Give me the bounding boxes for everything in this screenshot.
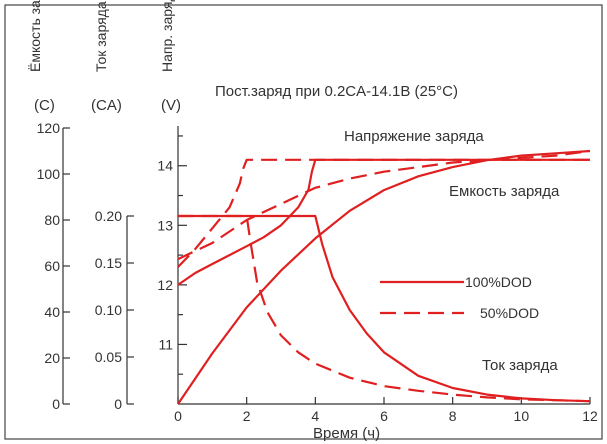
capacity-tick-label-6: 120 xyxy=(37,120,61,136)
curve-voltage-50dod xyxy=(177,158,590,268)
current-tick-label-1: 0.05 xyxy=(95,349,122,365)
capacity-tick-label-4: 80 xyxy=(44,212,60,228)
voltage-tick-label-2: 13 xyxy=(157,217,173,233)
current-tick-label-0: 0 xyxy=(114,396,122,412)
axis-unit-voltage: (V) xyxy=(161,97,181,114)
current-tick-label-3: 0.15 xyxy=(95,255,122,271)
voltage-tick-label-0: 11 xyxy=(158,336,173,352)
time-tick-label-4: 8 xyxy=(449,408,457,424)
capacity-tick-label-3: 60 xyxy=(44,258,60,274)
time-tick-label-6: 12 xyxy=(582,408,598,424)
curve-label-capacity: Емкость заряда xyxy=(449,183,560,200)
voltage-tick-label-1: 12 xyxy=(157,277,173,293)
curve-current-100dod xyxy=(178,214,591,403)
capacity-tick-label-1: 20 xyxy=(44,350,60,366)
chart-legend: 100%DOD 50%DOD xyxy=(380,274,539,321)
axis-heading-capacity: Ёмкость заряда xyxy=(27,0,43,72)
capacity-tick-label-0: 0 xyxy=(52,396,60,412)
capacity-tick-label-2: 40 xyxy=(44,304,60,320)
curve-capacity-100dod xyxy=(177,149,591,405)
axis-heading-current: Ток заряда xyxy=(93,1,109,72)
legend-label-50dod: 50%DOD xyxy=(480,305,539,321)
time-tick-label-3: 6 xyxy=(380,408,388,424)
voltage-tick-label-3: 14 xyxy=(157,158,173,174)
chart-title: Пост.заряд при 0.2CA-14.1В (25°C) xyxy=(215,83,458,100)
time-tick-label-2: 4 xyxy=(311,408,319,424)
time-tick-label-1: 2 xyxy=(243,408,251,424)
capacity-tick-label-5: 100 xyxy=(37,166,61,182)
axis-heading-voltage: Напр. заряда xyxy=(159,0,175,72)
axis-unit-current: (CA) xyxy=(91,97,122,114)
current-tick-label-4: 0.20 xyxy=(95,208,122,224)
curve-label-voltage: Напряжение заряда xyxy=(344,128,484,145)
curve-label-current: Ток заряда xyxy=(482,357,558,374)
current-tick-label-2: 0.10 xyxy=(95,302,122,318)
curve-current-50dod xyxy=(178,214,591,403)
x-axis-title: Время (ч) xyxy=(313,425,380,442)
curves-group xyxy=(177,149,591,405)
legend-label-100dod: 100%DOD xyxy=(465,274,532,290)
chart-border xyxy=(4,4,603,440)
axes-group: 02040608010012000.050.100.150.2011121314… xyxy=(37,120,598,424)
axis-unit-capacity: (C) xyxy=(34,97,55,114)
time-tick-label-0: 0 xyxy=(174,408,182,424)
time-tick-label-5: 10 xyxy=(514,408,530,424)
